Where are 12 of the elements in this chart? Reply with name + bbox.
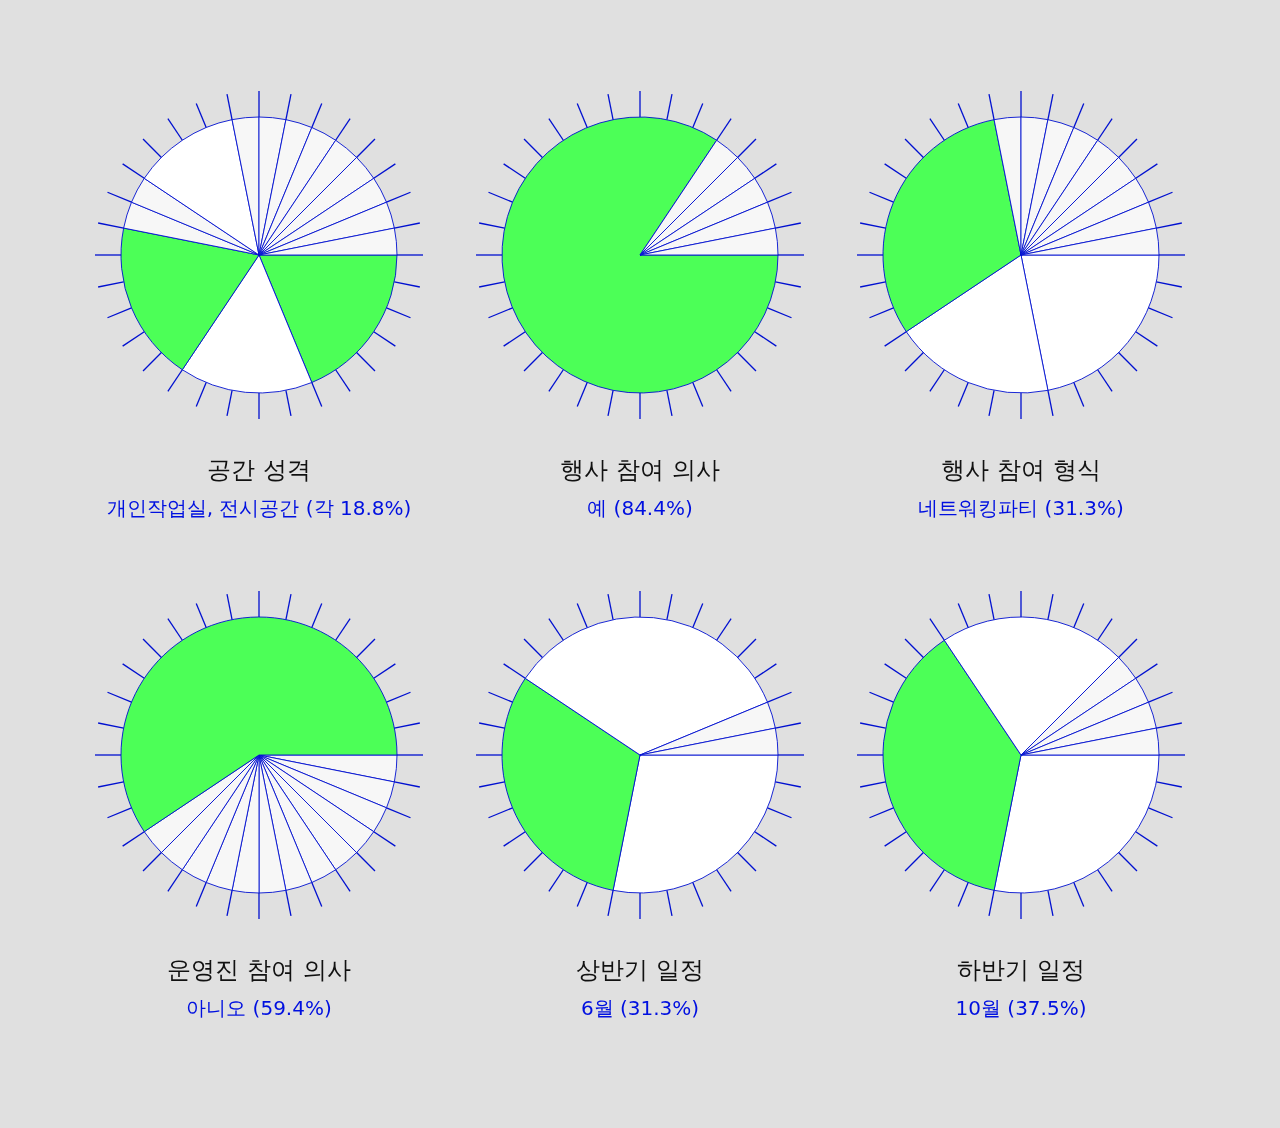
text: 6월 (31.3%) (580, 996, 700, 1020)
text: 10월 (37.5%) (955, 996, 1087, 1020)
text: 하반기 일정 (957, 956, 1085, 984)
text: 운영진 참여 의사 (167, 956, 351, 984)
text: 개인작업실, 전시공간 (각 18.8%) (106, 496, 412, 520)
text: 행사 참여 의사 (560, 456, 720, 484)
text: 네트워킹파티 (31.3%) (918, 496, 1124, 520)
text: 상반기 일정 (576, 956, 704, 984)
text: 공간 성격 (207, 456, 311, 484)
text: 아니오 (59.4%) (186, 996, 332, 1020)
text: 행사 참여 형식 (941, 456, 1101, 484)
text: 예 (84.4%) (587, 496, 693, 520)
